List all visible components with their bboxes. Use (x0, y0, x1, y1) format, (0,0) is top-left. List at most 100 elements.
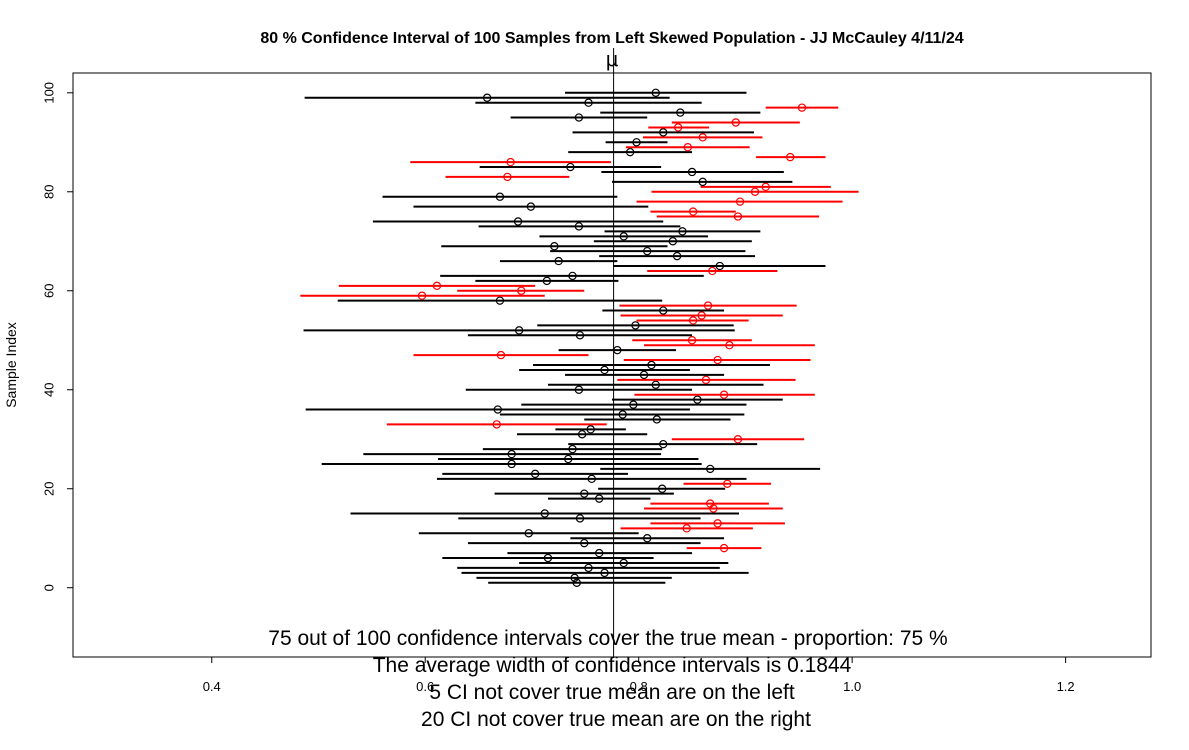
interval-mean-point (705, 499, 715, 508)
interval-mean-point (750, 187, 760, 196)
x-tick-label: 1.0 (843, 679, 861, 694)
interval-mean-point (647, 360, 656, 370)
interval-mean-point (687, 167, 697, 177)
interval-mean-point (629, 400, 638, 409)
interval-mean-point (659, 128, 668, 137)
interval-mean-point (524, 529, 533, 538)
interval-mean-point (715, 261, 725, 271)
interval-mean-point (619, 558, 628, 568)
x-tick-label: 1.2 (1057, 679, 1075, 694)
interval-mean-point (619, 232, 628, 241)
interval-mean-point (618, 410, 627, 419)
interval-mean-point (432, 281, 442, 291)
y-axis: 0 20 40 60 80 100 (41, 82, 73, 591)
interval-mean-point (600, 365, 609, 375)
interval-mean-point (586, 425, 595, 434)
interval-mean-point (719, 390, 729, 399)
interval-mean-point (632, 138, 641, 147)
interval-mean-point (570, 573, 579, 583)
interval-mean-point (584, 98, 593, 107)
average-width-note: The average width of confidence interval… (373, 654, 852, 677)
interval-mean-point (566, 162, 575, 172)
y-tick-label: 60 (41, 284, 56, 298)
interval-mean-point (705, 464, 715, 474)
interval-mean-point (659, 439, 668, 449)
x-tick-label: 0.8 (630, 679, 648, 694)
interval-mean-point (786, 152, 795, 162)
interval-mean-point (564, 454, 573, 464)
chart-title: 80 % Confidence Interval of 100 Samples … (260, 30, 963, 47)
interval-mean-point (725, 341, 734, 350)
interval-mean-point (713, 519, 722, 528)
interval-mean-point (540, 509, 549, 518)
interval-mean-point (701, 375, 711, 385)
interval-mean-point (503, 172, 512, 182)
interval-mean-point (797, 103, 807, 112)
interval-mean-point (672, 251, 682, 261)
interval-mean-point (575, 331, 585, 340)
interval-mean-point (657, 484, 667, 493)
interval-mean-point (530, 469, 540, 479)
interval-mean-point (493, 405, 502, 414)
interval-mean-point (587, 474, 596, 484)
interval-mean-point (417, 291, 427, 300)
interval-mean-point (574, 385, 584, 394)
interval-mean-point (713, 355, 722, 365)
interval-mean-point (506, 157, 515, 167)
interval-mean-point (733, 435, 743, 444)
interval-mean-point (731, 118, 741, 127)
interval-mean-point (568, 271, 577, 281)
y-tick-label: 0 (41, 584, 56, 591)
interval-mean-point (688, 207, 698, 216)
interval-mean-point (514, 326, 524, 335)
interval-mean-point (495, 192, 505, 201)
x-tick-label: 0.6 (416, 679, 434, 694)
interval-mean-point (625, 147, 635, 157)
interval-mean-point (651, 88, 660, 97)
interval-mean-point (693, 395, 702, 404)
interval-mean-point (584, 563, 593, 573)
interval-mean-point (643, 246, 652, 256)
interval-mean-point (631, 321, 640, 330)
x-axis: 0.4 0.6 0.8 1.0 1.2 (203, 657, 1075, 694)
interval-mean-point (517, 286, 526, 295)
y-axis-label: Sample Index (3, 322, 19, 408)
interval-mean-point (554, 256, 563, 266)
y-tick-label: 80 (41, 185, 56, 199)
interval-mean-point (723, 479, 732, 488)
interval-mean-point (673, 123, 683, 132)
interval-mean-point (526, 202, 536, 211)
interval-mean-point (496, 350, 506, 360)
y-tick-label: 20 (41, 481, 56, 495)
interval-mean-point (542, 276, 552, 286)
interval-mean-point (698, 177, 707, 187)
interval-mean-point (639, 370, 649, 380)
interval-mean-point (495, 296, 505, 305)
interval-mean-point (594, 494, 604, 503)
interval-mean-point (507, 459, 516, 469)
left-miss-note: 5 CI not cover true mean are on the left (429, 681, 795, 704)
interval-mean-point (687, 336, 697, 345)
interval-mean-point (682, 524, 691, 533)
interval-mean-point (550, 242, 559, 251)
interval-mean-point (482, 93, 492, 102)
interval-mean-point (719, 543, 729, 553)
y-tick-label: 100 (41, 82, 56, 104)
interval-mean-point (733, 212, 743, 221)
interval-mean-point (577, 430, 587, 439)
interval-mean-point (594, 548, 604, 558)
interval-mean-point (568, 444, 577, 454)
interval-mean-point (678, 227, 687, 236)
interval-mean-point (600, 568, 609, 578)
interval-mean-point (735, 197, 745, 206)
interval-mean-point (676, 108, 685, 117)
interval-mean-point (574, 222, 584, 231)
interval-mean-point (513, 217, 523, 226)
interval-mean-point (688, 316, 698, 325)
interval-mean-point (507, 449, 516, 459)
coverage-summary: 75 out of 100 confidence intervals cover… (268, 627, 947, 650)
interval-mean-point (659, 306, 668, 315)
interval-mean-point (703, 301, 713, 310)
interval-mean-point (580, 489, 589, 498)
